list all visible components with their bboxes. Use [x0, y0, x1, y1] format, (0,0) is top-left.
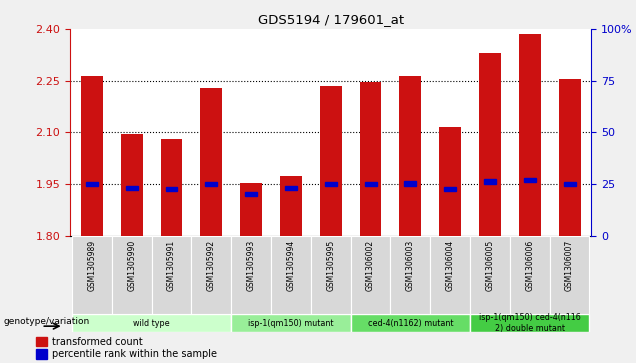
Text: percentile rank within the sample: percentile rank within the sample: [52, 349, 217, 359]
Bar: [519, 34, 541, 236]
Bar: [271, 236, 311, 314]
Text: GSM1305990: GSM1305990: [127, 240, 136, 291]
Bar: [151, 236, 191, 314]
Text: GSM1306007: GSM1306007: [565, 240, 574, 291]
Bar: [191, 236, 232, 314]
Text: GSM1305992: GSM1305992: [207, 240, 216, 291]
Title: GDS5194 / 179601_at: GDS5194 / 179601_at: [258, 13, 404, 26]
Text: GSM1306004: GSM1306004: [446, 240, 455, 291]
Bar: [479, 53, 501, 236]
Bar: [325, 182, 336, 186]
Text: GSM1305995: GSM1305995: [326, 240, 335, 291]
Text: transformed count: transformed count: [52, 337, 142, 347]
Bar: [165, 187, 177, 191]
Bar: [350, 314, 470, 332]
Bar: [484, 179, 496, 184]
Bar: [320, 86, 342, 236]
Bar: [205, 182, 218, 186]
Bar: [364, 182, 377, 186]
Bar: [81, 76, 103, 236]
Text: isp-1(qm150) ced-4(n116
2) double mutant: isp-1(qm150) ced-4(n116 2) double mutant: [479, 313, 581, 333]
Bar: [280, 176, 302, 236]
Bar: [160, 139, 183, 236]
Bar: [550, 236, 590, 314]
Bar: [439, 127, 461, 236]
Bar: [470, 314, 590, 332]
Bar: [399, 76, 421, 236]
Bar: [86, 182, 98, 186]
Bar: [444, 187, 456, 191]
Bar: [36, 337, 48, 346]
Text: GSM1306005: GSM1306005: [485, 240, 494, 291]
Text: genotype/variation: genotype/variation: [3, 317, 90, 326]
Bar: [126, 186, 137, 191]
Bar: [245, 192, 257, 196]
Bar: [121, 134, 142, 236]
Bar: [311, 236, 350, 314]
Bar: [232, 236, 271, 314]
Bar: [430, 236, 470, 314]
Bar: [524, 178, 536, 182]
Bar: [285, 186, 297, 191]
Text: GSM1306006: GSM1306006: [525, 240, 534, 291]
Text: isp-1(qm150) mutant: isp-1(qm150) mutant: [248, 319, 334, 327]
Bar: [558, 79, 581, 236]
Bar: [404, 182, 417, 185]
Bar: [72, 236, 112, 314]
Bar: [36, 350, 48, 359]
Text: GSM1305991: GSM1305991: [167, 240, 176, 291]
Text: GSM1305989: GSM1305989: [87, 240, 97, 291]
Bar: [470, 236, 510, 314]
Bar: [240, 183, 262, 236]
Bar: [112, 236, 151, 314]
Bar: [359, 82, 382, 236]
Text: GSM1306002: GSM1306002: [366, 240, 375, 291]
Text: GSM1306003: GSM1306003: [406, 240, 415, 291]
Bar: [563, 182, 576, 186]
Text: GSM1305994: GSM1305994: [286, 240, 295, 291]
Bar: [350, 236, 391, 314]
Bar: [391, 236, 430, 314]
Text: wild type: wild type: [134, 319, 170, 327]
Bar: [72, 314, 232, 332]
Text: ced-4(n1162) mutant: ced-4(n1162) mutant: [368, 319, 453, 327]
Bar: [232, 314, 350, 332]
Bar: [200, 87, 222, 236]
Text: GSM1305993: GSM1305993: [247, 240, 256, 291]
Bar: [510, 236, 550, 314]
